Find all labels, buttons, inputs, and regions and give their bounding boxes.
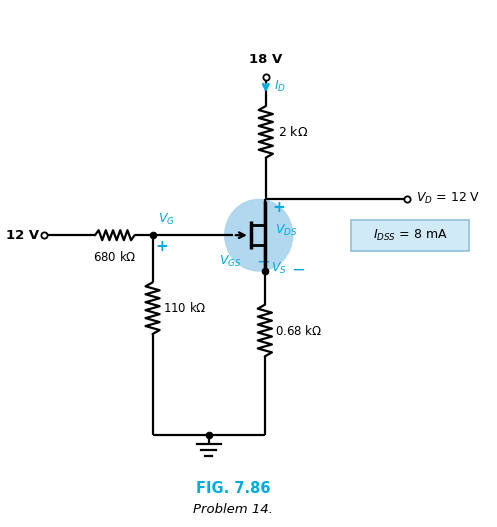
- Text: Problem 14.: Problem 14.: [193, 503, 273, 516]
- Text: +: +: [272, 200, 285, 216]
- Text: FIG. 7.86: FIG. 7.86: [195, 481, 270, 496]
- Text: $V_G$: $V_G$: [158, 212, 175, 227]
- Text: 110 k$\Omega$: 110 k$\Omega$: [163, 301, 207, 315]
- Text: $I_D$: $I_D$: [274, 79, 286, 94]
- Text: 18 V: 18 V: [249, 53, 282, 66]
- Text: +: +: [155, 239, 167, 253]
- Text: $V_D$ = 12 V: $V_D$ = 12 V: [416, 191, 480, 207]
- Text: $V_S$: $V_S$: [270, 260, 286, 276]
- Text: 0.68 k$\Omega$: 0.68 k$\Omega$: [275, 324, 323, 337]
- Text: 680 k$\Omega$: 680 k$\Omega$: [93, 250, 137, 264]
- Circle shape: [225, 199, 293, 271]
- Text: $I_{DSS}$ = 8 mA: $I_{DSS}$ = 8 mA: [373, 228, 448, 243]
- Text: $-$: $-$: [256, 252, 270, 270]
- Text: $-$: $-$: [291, 260, 305, 278]
- Text: $V_{DS}$: $V_{DS}$: [275, 222, 298, 238]
- FancyBboxPatch shape: [351, 220, 469, 250]
- Text: $V_{GS}$: $V_{GS}$: [219, 253, 241, 269]
- Text: 2 k$\Omega$: 2 k$\Omega$: [278, 125, 308, 139]
- Text: 12 V: 12 V: [6, 229, 39, 242]
